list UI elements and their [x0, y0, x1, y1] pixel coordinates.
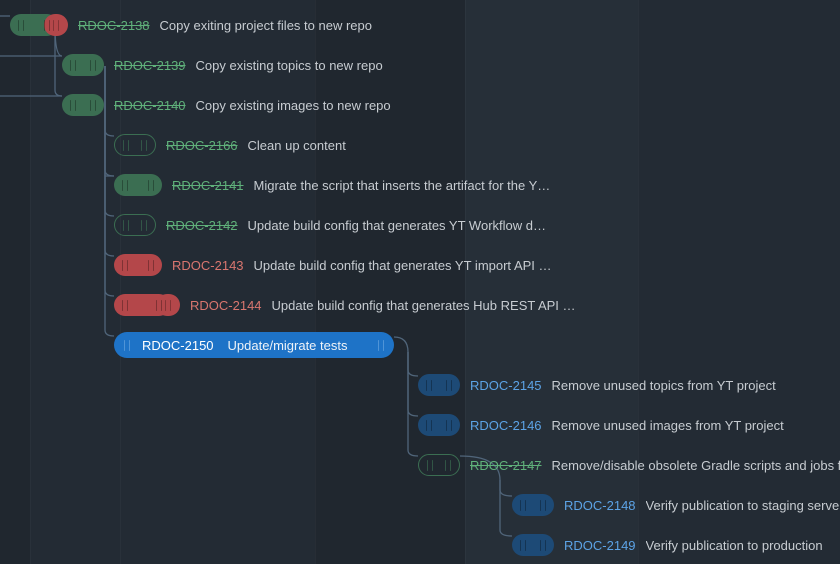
task-title: Verify publication to staging server — [646, 498, 840, 513]
task-row[interactable]: RDOC-2141 Migrate the script that inserts… — [0, 165, 840, 205]
resize-handle-left[interactable] — [426, 420, 432, 431]
resize-handle-right[interactable] — [53, 20, 59, 31]
resize-handle-right[interactable] — [540, 500, 546, 511]
task-title: Verify publication to production — [646, 538, 823, 553]
resize-handle-left[interactable] — [427, 460, 433, 471]
task-row[interactable]: RDOC-2147 Remove/disable obsolete Gradle … — [0, 445, 840, 485]
resize-handle-right[interactable] — [378, 340, 384, 351]
ticket-id[interactable]: RDOC-2150 — [142, 338, 214, 353]
ticket-id[interactable]: RDOC-2138 — [78, 18, 150, 33]
resize-handle-left[interactable] — [426, 380, 432, 391]
resize-handle-right[interactable] — [90, 100, 96, 111]
task-title: Copy exiting project files to new repo — [160, 18, 372, 33]
task-row[interactable]: RDOC-2145 Remove unused topics from YT pr… — [0, 365, 840, 405]
resize-handle-right[interactable] — [90, 60, 96, 71]
task-bar[interactable] — [512, 534, 554, 556]
ticket-id[interactable]: RDOC-2139 — [114, 58, 186, 73]
resize-handle-right[interactable] — [540, 540, 546, 551]
task-title: Clean up content — [248, 138, 346, 153]
task-row[interactable]: RDOC-2146 Remove unused images from YT pr… — [0, 405, 840, 445]
task-bar[interactable] — [418, 454, 460, 476]
resize-handle-left[interactable] — [122, 180, 128, 191]
task-row[interactable]: RDOC-2148 Verify publication to staging s… — [0, 485, 840, 525]
resize-handle-left[interactable] — [123, 220, 129, 231]
task-bar[interactable] — [114, 214, 156, 236]
resize-handle-right[interactable] — [445, 460, 451, 471]
resize-handle-right[interactable] — [165, 300, 171, 311]
resize-handle-left[interactable] — [122, 260, 128, 271]
task-title: Update build config that generates YT im… — [254, 258, 552, 273]
task-bar[interactable] — [114, 174, 162, 196]
task-title: Migrate the script that inserts the arti… — [254, 178, 551, 193]
task-title: Remove/disable obsolete Gradle scripts a… — [552, 458, 840, 473]
task-title: Remove unused topics from YT project — [552, 378, 776, 393]
ticket-id[interactable]: RDOC-2148 — [564, 498, 636, 513]
ticket-id[interactable]: RDOC-2141 — [172, 178, 244, 193]
task-title: Copy existing images to new repo — [196, 98, 391, 113]
ticket-id[interactable]: RDOC-2166 — [166, 138, 238, 153]
resize-handle-right[interactable] — [148, 180, 154, 191]
resize-handle-left[interactable] — [123, 140, 129, 151]
task-row[interactable]: RDOC-2139 Copy existing topics to new rep… — [0, 45, 840, 85]
task-bar[interactable] — [418, 414, 460, 436]
resize-handle-right[interactable] — [44, 20, 50, 31]
resize-handle-left[interactable] — [124, 340, 130, 351]
resize-handle-right[interactable] — [141, 140, 147, 151]
ticket-id[interactable]: RDOC-2146 — [470, 418, 542, 433]
ticket-id[interactable]: RDOC-2143 — [172, 258, 244, 273]
ticket-id[interactable]: RDOC-2142 — [166, 218, 238, 233]
resize-handle-right[interactable] — [148, 260, 154, 271]
resize-handle-right[interactable] — [141, 220, 147, 231]
task-bar[interactable] — [418, 374, 460, 396]
task-title: Update build config that generates Hub R… — [272, 298, 576, 313]
resize-handle-left[interactable] — [520, 500, 526, 511]
task-row[interactable]: RDOC-2150 Update/migrate tests — [0, 325, 840, 365]
task-bar-selected[interactable]: RDOC-2150 Update/migrate tests — [114, 332, 394, 358]
resize-handle-left[interactable] — [70, 100, 76, 111]
task-title: Remove unused images from YT project — [552, 418, 784, 433]
ticket-id[interactable]: RDOC-2149 — [564, 538, 636, 553]
task-rows: RDOC-2138 Copy exiting project files to n… — [0, 0, 840, 564]
ticket-id[interactable]: RDOC-2145 — [470, 378, 542, 393]
task-bar[interactable] — [114, 254, 162, 276]
task-title: Update/migrate tests — [228, 338, 348, 353]
resize-handle-left[interactable] — [520, 540, 526, 551]
task-bar[interactable] — [114, 134, 156, 156]
ticket-id[interactable]: RDOC-2140 — [114, 98, 186, 113]
task-title: Update build config that generates YT Wo… — [248, 218, 546, 233]
resize-handle-right[interactable] — [446, 380, 452, 391]
ticket-id[interactable]: RDOC-2144 — [190, 298, 262, 313]
task-bar[interactable] — [62, 94, 104, 116]
task-row[interactable]: RDOC-2166 Clean up content — [0, 125, 840, 165]
ticket-id[interactable]: RDOC-2147 — [470, 458, 542, 473]
task-row[interactable]: RDOC-2143 Update build config that genera… — [0, 245, 840, 285]
task-row[interactable]: RDOC-2138 Copy exiting project files to n… — [0, 5, 840, 45]
resize-handle-left[interactable] — [70, 60, 76, 71]
resize-handle-left[interactable] — [122, 300, 128, 311]
resize-handle-right[interactable] — [156, 300, 162, 311]
task-row[interactable]: RDOC-2142 Update build config that genera… — [0, 205, 840, 245]
task-row[interactable]: RDOC-2144 Update build config that genera… — [0, 285, 840, 325]
task-title: Copy existing topics to new repo — [196, 58, 383, 73]
task-row[interactable]: RDOC-2149 Verify publication to productio… — [0, 525, 840, 564]
task-row[interactable]: RDOC-2140 Copy existing images to new rep… — [0, 85, 840, 125]
task-bar[interactable] — [62, 54, 104, 76]
resize-handle-left[interactable] — [18, 20, 24, 31]
resize-handle-right[interactable] — [446, 420, 452, 431]
task-bar[interactable] — [512, 494, 554, 516]
